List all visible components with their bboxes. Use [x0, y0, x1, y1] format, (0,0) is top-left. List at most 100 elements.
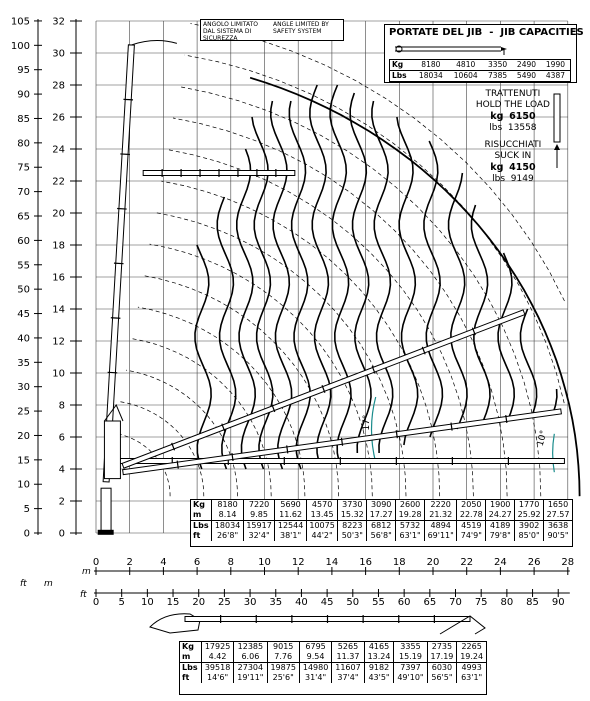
bottom-table-cell: 31'4" [298, 673, 332, 683]
bottom-axis-m-label: 22 [460, 557, 473, 568]
load-curve [371, 100, 394, 454]
left-axis-ft-label: 105 [11, 16, 30, 27]
radius-arc [184, 54, 565, 404]
left-axis-m-label: 8 [59, 401, 65, 412]
main-table-cell: 4570 [305, 500, 338, 510]
main-table-cell: 22.78 [456, 510, 486, 521]
angle-label-10: 10° [536, 429, 550, 447]
bottom-table-cell: 14'6" [200, 673, 234, 683]
bottom-axis-ft-label: 60 [398, 597, 411, 608]
bottom-axis-ft-label: 90 [552, 597, 565, 608]
main-table-cell: 8.14 [211, 510, 244, 521]
bottom-table-cell: 39518 [200, 662, 234, 673]
main-table-cell: 18034 [211, 520, 244, 531]
bottom-table-cell: 63'1" [456, 673, 486, 683]
jib-table-cell: 2490 [516, 60, 537, 69]
left-axis-m-label: 22 [52, 177, 65, 188]
bottom-axis-ft-label: 30 [244, 597, 257, 608]
bottom-table-cell: 14980 [298, 662, 332, 673]
inclined-boom-17-segment-mark [271, 404, 276, 413]
radius-arc [167, 149, 474, 497]
left-axis-m-label: 0 [59, 529, 65, 540]
main-table-cell: 5732 [395, 520, 425, 531]
bottom-axis-ft-label: 35 [269, 597, 282, 608]
jib-table-cell: 4810 [456, 60, 476, 69]
left-axis-ft-label: 45 [17, 309, 30, 320]
jib-table-cell: 7385 [483, 70, 513, 82]
radius-arc [137, 306, 306, 497]
main-table-cell: 17.27 [366, 510, 396, 521]
bottom-axis-m-label: 20 [427, 557, 440, 568]
bottom-table-cell: 7.76 [266, 652, 300, 663]
left-axis-m-label: 14 [52, 305, 65, 316]
vertical-boom-segment-mark [117, 207, 127, 210]
bottom-table-cell: 19'11" [233, 673, 267, 683]
left-axis-m-label: 2 [59, 497, 65, 508]
main-table-cell: 1900 [485, 500, 515, 510]
main-table-cell: 2220 [424, 500, 457, 510]
bottom-table-cell: 11607 [331, 662, 365, 673]
main-table-cell: 90'5" [543, 531, 572, 541]
bottom-axis-ft-label: 75 [475, 597, 488, 608]
safety-note-en: ANGLE LIMITED BY SAFETY SYSTEM [273, 21, 329, 35]
bottom-axis-ft-label: 15 [167, 597, 180, 608]
bottom-axis-ft-label: 5 [118, 597, 124, 608]
load-curve [349, 92, 372, 454]
main-table-cell: 44'2" [305, 531, 338, 541]
bottom-table-row-label: m [182, 652, 191, 661]
vertical-boom-segment-mark [110, 317, 121, 319]
left-axis-ft-label: 85 [17, 114, 30, 125]
bottom-table-cell: 3355 [393, 642, 428, 652]
main-table-cell: 5690 [274, 500, 307, 510]
main-table-cell: 79'8" [485, 531, 515, 541]
bottom-table-cell: 6030 [426, 662, 457, 673]
left-axis-ft-label: 100 [11, 41, 30, 52]
bottom-table-cell: 9015 [266, 642, 300, 652]
bottom-axis-m-label: 14 [326, 557, 339, 568]
left-axis-m-label: 28 [52, 81, 65, 92]
bottom-axis-m-label: 24 [494, 557, 507, 568]
angle-arc-17 [370, 396, 377, 463]
main-table-cell: 4189 [485, 520, 515, 531]
left-axis-ft-label: 5 [24, 504, 30, 515]
load-curve [497, 252, 516, 422]
suck-in-arrow-head-icon [554, 144, 560, 150]
bottom-table-cell: 19875 [266, 662, 300, 673]
bottom-axis-ft-label: 20 [192, 597, 205, 608]
bottom-table-row-label: ft [182, 673, 190, 682]
main-table-cell: 12544 [274, 520, 307, 531]
bottom-axis-m-label: 18 [393, 557, 406, 568]
main-table-cell: 10075 [305, 520, 338, 531]
load-curve [470, 204, 491, 422]
bottom-axis-m-label: 8 [228, 557, 234, 568]
crane-drawing [97, 40, 565, 635]
bottom-axis-ft-label: 0 [93, 597, 99, 608]
main-table-cell: 9.85 [242, 510, 275, 521]
main-table-cell: 63'1" [395, 531, 425, 541]
main-table-row-label: Kg [193, 500, 205, 509]
main-table-row: m 8.14 9.85 11.62 13.45 15.32 17.27 19.28 21.32 2… [191, 510, 572, 521]
bottom-axis-m-label: 16 [359, 557, 372, 568]
left-axis-ft-label: 25 [17, 407, 30, 418]
load-curve [447, 172, 468, 430]
inclined-boom-17-segment-mark [171, 442, 176, 451]
main-table-row-label: m [193, 510, 202, 519]
load-curve [194, 244, 212, 470]
main-table-cell: 8223 [337, 520, 367, 531]
bottom-table-row: m 4.42 6.06 7.76 9.54 11.37 13.24 15.19 17.19 19.… [180, 652, 486, 663]
left-axis-ft-label: 40 [17, 333, 30, 344]
load-curve [519, 308, 538, 414]
main-table-cell: 11.62 [274, 510, 307, 521]
jib-table-cell: 1990 [545, 60, 565, 69]
inclined-boom-10-segment-mark [340, 437, 344, 446]
inclined-boom-17-segment-mark [421, 346, 426, 355]
bottom-axis-m-label: 4 [160, 557, 166, 568]
bottom-table-cell: 37'4" [331, 673, 365, 683]
left-axis-m-label: 30 [52, 49, 65, 60]
outer-envelope-curve [249, 76, 581, 497]
bottom-capacity-box: Kg 17925 12385 9015 6795 5265 4165 3355 2735 2265… [179, 641, 487, 695]
load-curve [309, 84, 332, 462]
left-axis-m-label: 6 [59, 433, 65, 444]
main-table-cell: 21.32 [424, 510, 457, 521]
main-table-cell: 15917 [242, 520, 275, 531]
